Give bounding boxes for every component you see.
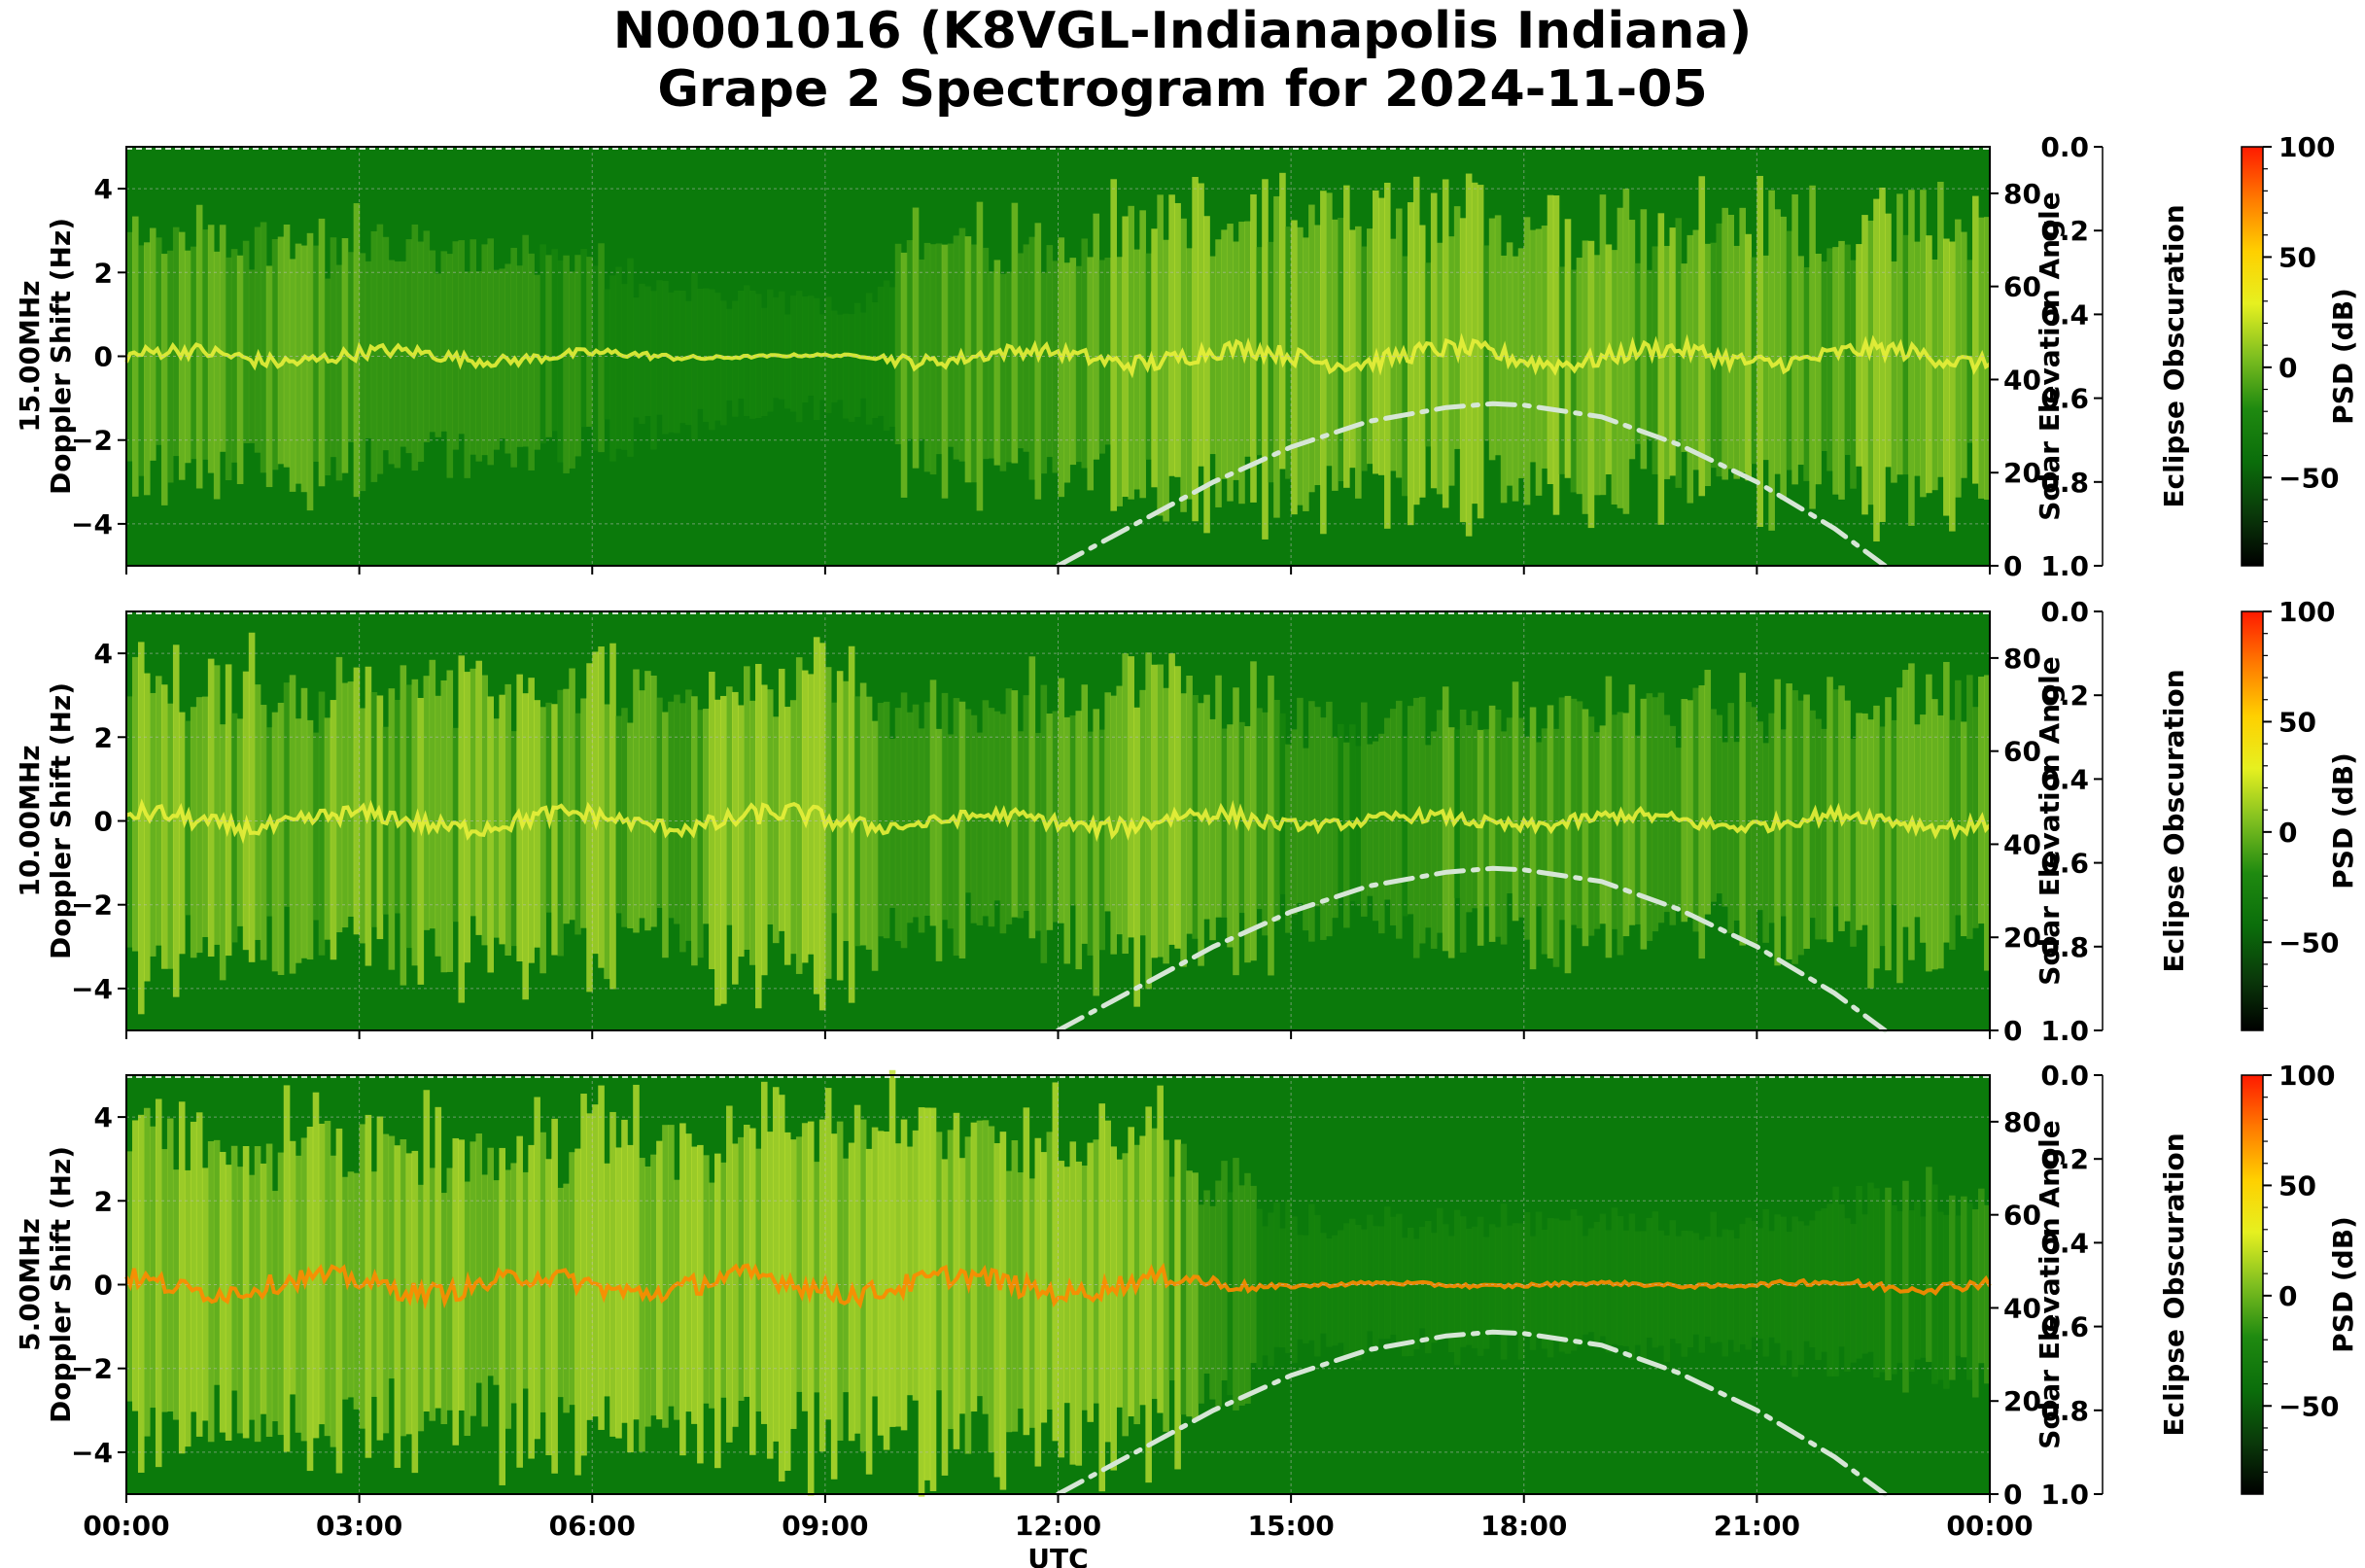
y-axis-label: 5.00MHzDoppler Shift (Hz) xyxy=(14,1146,77,1423)
elev-tick-label: 20 xyxy=(2003,1385,2041,1417)
eclipse-tick-label: 1.0 xyxy=(2040,1479,2089,1511)
elev-tick-label: 80 xyxy=(2003,643,2041,675)
colorbar-tick-label: 50 xyxy=(2278,706,2316,738)
eclipse-tick-label: 0.0 xyxy=(2040,1060,2089,1092)
elev-tick-label: 80 xyxy=(2003,1106,2041,1138)
colorbar-tick-label: −50 xyxy=(2278,462,2339,494)
eclipse-axis-label: Eclipse Obscuration xyxy=(2158,1132,2190,1436)
elev-tick-label: 0 xyxy=(2003,550,2022,582)
elev-tick-label: 80 xyxy=(2003,178,2041,210)
elev-tick-label: 20 xyxy=(2003,457,2041,489)
grid xyxy=(125,611,1991,1030)
colorbar-tick-label: 50 xyxy=(2278,241,2316,273)
elev-axis-label: Solar Elevation Angle xyxy=(2034,192,2066,520)
colorbar-tick-label: 0 xyxy=(2278,352,2297,384)
colorbar-tick-label: 0 xyxy=(2278,1280,2297,1312)
eclipse-tick-label: 0.4 xyxy=(2040,298,2089,331)
elev-tick-label: 0 xyxy=(2003,1015,2022,1047)
eclipse-tick-label: 0.2 xyxy=(2040,1143,2089,1175)
elev-tick-label: 40 xyxy=(2003,364,2041,396)
y-tick-label: −2 xyxy=(71,889,113,922)
x-tick-label: 18:00 xyxy=(1480,1510,1567,1542)
x-tick-label: 21:00 xyxy=(1714,1510,1800,1542)
x-tick-label: 09:00 xyxy=(782,1510,868,1542)
elev-tick-label: 40 xyxy=(2003,1292,2041,1324)
elev-tick-label: 0 xyxy=(2003,1479,2022,1511)
colorbar xyxy=(2241,610,2264,1031)
colorbar-label: PSD (dB) xyxy=(2327,1216,2359,1353)
elev-axis-label: Solar Elevation Angle xyxy=(2034,656,2066,985)
y-tick-label: −4 xyxy=(71,1437,113,1469)
y-axis-label: 10.00MHzDoppler Shift (Hz) xyxy=(14,682,77,959)
eclipse-tick-label: 0.0 xyxy=(2040,131,2089,163)
solar-elevation-curve xyxy=(1056,865,1888,1033)
y-tick-label: 2 xyxy=(94,721,113,753)
y-tick-label: −2 xyxy=(71,1353,113,1385)
colorbar-tick-label: −50 xyxy=(2278,926,2339,958)
y-tick-label: 0 xyxy=(94,1270,113,1302)
solar-elevation-curve xyxy=(1056,1329,1888,1497)
y-axis-label: 15.00MHzDoppler Shift (Hz) xyxy=(14,218,77,495)
y-tick-label: −4 xyxy=(71,508,113,540)
grid xyxy=(125,147,1991,566)
colorbar-tick-label: 0 xyxy=(2278,817,2297,849)
eclipse-tick-label: 1.0 xyxy=(2040,550,2089,582)
eclipse-tick-label: 0.2 xyxy=(2040,215,2089,247)
eclipse-tick-label: 0.6 xyxy=(2040,848,2089,880)
x-tick-label: 12:00 xyxy=(1015,1510,1101,1542)
eclipse-axis-label: Eclipse Obscuration xyxy=(2158,204,2190,507)
y-tick-label: 2 xyxy=(94,257,113,289)
eclipse-tick-label: 0.2 xyxy=(2040,679,2089,712)
eclipse-tick-label: 1.0 xyxy=(2040,1015,2089,1047)
eclipse-tick-label: 0.8 xyxy=(2040,1395,2089,1427)
eclipse-tick-label: 0.4 xyxy=(2040,763,2089,795)
colorbar-tick-label: 100 xyxy=(2278,1060,2335,1092)
colorbar xyxy=(2241,1074,2264,1495)
eclipse-axis-label: Eclipse Obscuration xyxy=(2158,669,2190,972)
y-tick-label: 0 xyxy=(94,806,113,838)
eclipse-tick-label: 0.4 xyxy=(2040,1227,2089,1259)
elev-tick-label: 60 xyxy=(2003,1200,2041,1232)
y-tick-label: 4 xyxy=(94,1101,113,1133)
x-tick-label: 03:00 xyxy=(316,1510,402,1542)
panel-10-00mhz: −4 −2 0 2 4 10.00MHzDoppler Shift (Hz) 0 20 40 60… xyxy=(14,596,2359,1047)
y-tick-label: 0 xyxy=(94,341,113,373)
eclipse-tick-label: 0.8 xyxy=(2040,931,2089,963)
eclipse-tick-label: 0.6 xyxy=(2040,1311,2089,1343)
panel-15-00mhz: −4 −2 0 2 4 15.00MHzDoppler Shift (Hz) 0 20 40 60… xyxy=(14,131,2359,582)
colorbar xyxy=(2241,146,2264,567)
grid xyxy=(125,1075,1991,1494)
elev-tick-label: 60 xyxy=(2003,271,2041,303)
y-tick-label: 4 xyxy=(94,638,113,670)
colorbar-tick-label: −50 xyxy=(2278,1390,2339,1422)
spectrogram-texture xyxy=(126,1069,1991,1497)
x-tick-label: 00:00 xyxy=(83,1510,169,1542)
y-tick-label: −2 xyxy=(71,425,113,457)
x-axis-label: UTC xyxy=(1027,1543,1088,1568)
x-tick-label: 06:00 xyxy=(549,1510,636,1542)
colorbar-label: PSD (dB) xyxy=(2327,288,2359,425)
eclipse-tick-label: 0.0 xyxy=(2040,596,2089,628)
elev-axis-label: Solar Elevation Angle xyxy=(2034,1120,2066,1448)
y-tick-label: 4 xyxy=(94,173,113,205)
eclipse-tick-label: 0.6 xyxy=(2040,383,2089,415)
y-tick-label: 2 xyxy=(94,1185,113,1217)
y-tick-label: −4 xyxy=(71,973,113,1005)
elev-tick-label: 40 xyxy=(2003,828,2041,860)
colorbar-tick-label: 50 xyxy=(2278,1169,2316,1202)
colorbar-label: PSD (dB) xyxy=(2327,752,2359,889)
x-tick-label: 00:00 xyxy=(1946,1510,2033,1542)
x-tick-label: 15:00 xyxy=(1248,1510,1335,1542)
elev-tick-label: 20 xyxy=(2003,922,2041,954)
title-line-1: N0001016 (K8VGL-Indianapolis Indiana) xyxy=(612,2,1753,60)
figure-title: N0001016 (K8VGL-Indianapolis Indiana) Gr… xyxy=(0,2,2365,119)
elev-tick-label: 60 xyxy=(2003,736,2041,768)
colorbar-tick-label: 100 xyxy=(2278,131,2335,163)
title-line-2: Grape 2 Spectrogram for 2024-11-05 xyxy=(657,60,1708,119)
panel-5-00mhz: −4 −2 0 2 4 5.00MHzDoppler Shift (Hz) 00:00 03:… xyxy=(14,1060,2359,1568)
solar-elevation-curve xyxy=(1056,401,1888,569)
colorbar-tick-label: 100 xyxy=(2278,596,2335,628)
eclipse-tick-label: 0.8 xyxy=(2040,467,2089,499)
